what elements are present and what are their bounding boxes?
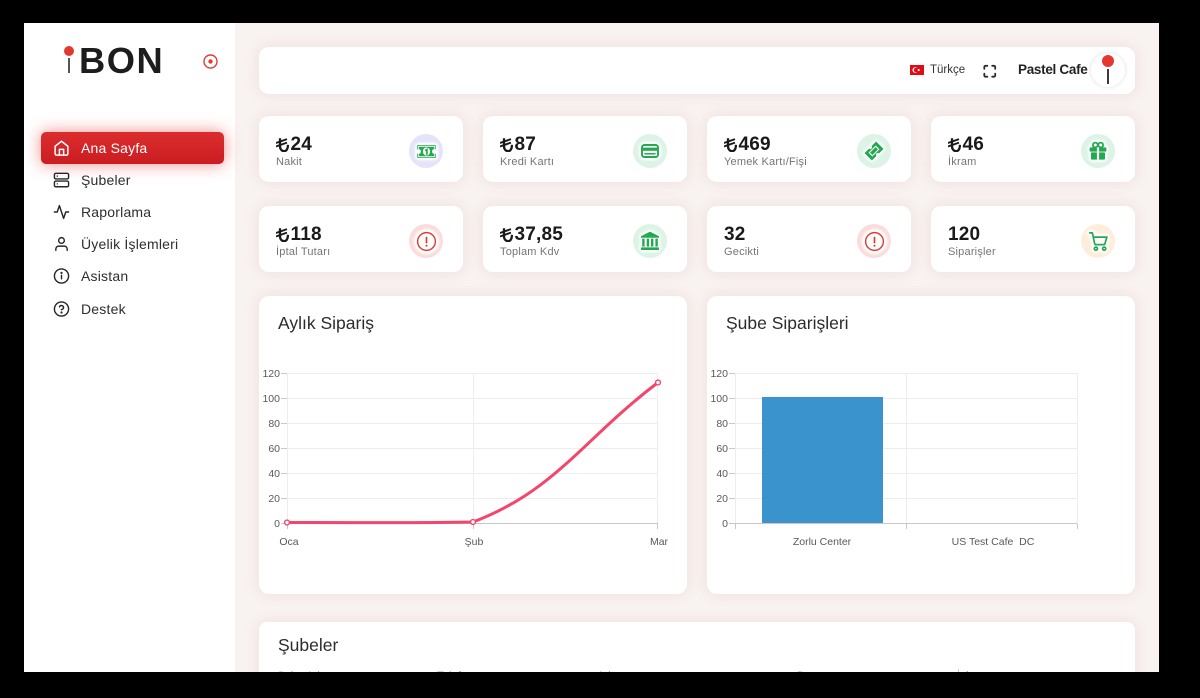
svg-text:80: 80 (268, 418, 280, 430)
svg-text:120: 120 (262, 368, 280, 380)
svg-text:60: 60 (268, 443, 280, 455)
svg-text:40: 40 (268, 468, 280, 480)
svg-text:60: 60 (716, 443, 728, 455)
svg-text:0: 0 (722, 518, 728, 530)
svg-text:80: 80 (716, 418, 728, 430)
svg-text:120: 120 (710, 368, 728, 380)
svg-text:US Test Cafe DC: US Test Cafe DC (952, 536, 1035, 548)
svg-text:40: 40 (716, 468, 728, 480)
svg-text:Zorlu Center: Zorlu Center (793, 536, 852, 548)
svg-text:20: 20 (268, 493, 280, 505)
svg-text:Mar: Mar (650, 536, 669, 548)
svg-text:Oca: Oca (279, 536, 298, 548)
svg-text:100: 100 (262, 393, 280, 405)
svg-text:100: 100 (710, 393, 728, 405)
svg-text:0: 0 (274, 518, 280, 530)
svg-text:Şub: Şub (465, 536, 484, 548)
svg-text:20: 20 (716, 493, 728, 505)
